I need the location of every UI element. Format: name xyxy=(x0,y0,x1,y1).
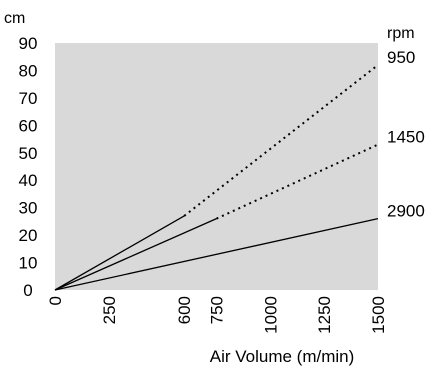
x-tick-label: 0 xyxy=(46,296,65,305)
x-tick-label: 250 xyxy=(100,296,119,324)
series-label-1450: 1450 xyxy=(387,128,425,147)
y-tick-label: 60 xyxy=(19,116,38,135)
series-line-2900-solid xyxy=(54,218,379,291)
series-label-2900: 2900 xyxy=(387,202,425,221)
x-axis: 0 250 600 750 1000 1250 1500 xyxy=(46,296,388,334)
y-tick-label: 20 xyxy=(19,226,38,245)
series-line-950-dotted xyxy=(183,64,379,217)
series-line-1450-solid xyxy=(54,218,217,291)
plot-area xyxy=(55,43,378,290)
x-tick-label: 1250 xyxy=(315,296,334,334)
x-tick-label: 1000 xyxy=(261,296,280,334)
x-axis-title: Air Volume (m/min) xyxy=(210,347,355,366)
x-tick-label: 1500 xyxy=(369,296,388,334)
y-tick-label: 30 xyxy=(19,199,38,218)
y-tick-label: 0 xyxy=(23,281,32,300)
series-labels: 950 1450 2900 xyxy=(387,48,425,221)
y-tick-label: 70 xyxy=(19,89,38,108)
series-layer xyxy=(54,64,379,291)
x-tick-label: 750 xyxy=(208,296,227,324)
y-tick-label: 40 xyxy=(19,171,38,190)
right-unit-label: rpm xyxy=(387,25,415,42)
y-tick-label: 80 xyxy=(19,61,38,80)
y-unit-label: cm xyxy=(4,10,25,27)
y-axis: 0 10 20 30 40 50 60 70 80 90 xyxy=(19,34,38,300)
x-tick-label: 600 xyxy=(175,296,194,324)
y-tick-label: 10 xyxy=(19,254,38,273)
y-tick-label: 50 xyxy=(19,144,38,163)
y-tick-label: 90 xyxy=(19,34,38,53)
series-label-950: 950 xyxy=(387,48,415,67)
series-line-950-solid xyxy=(54,215,185,291)
